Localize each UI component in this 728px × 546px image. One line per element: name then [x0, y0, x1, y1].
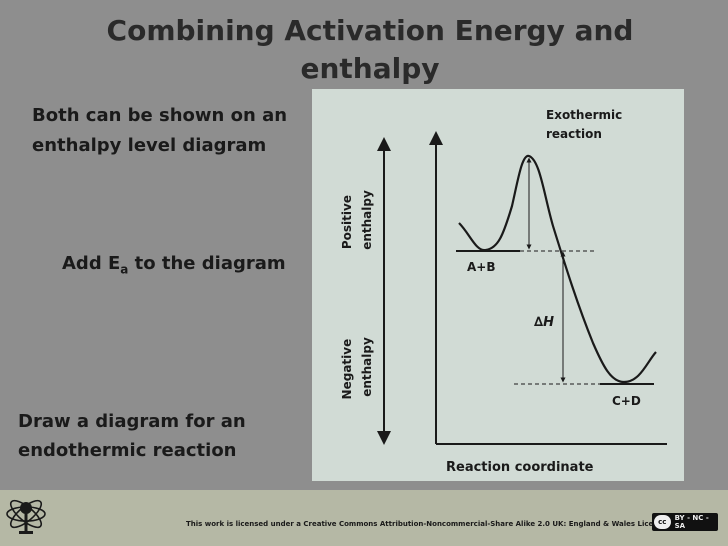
products-label: C+D: [612, 394, 641, 408]
cc-terms: BY - NC - SA: [674, 514, 709, 530]
intro-text: Both can be shown on an enthalpy level d…: [32, 105, 288, 156]
positive-enthalpy-label: Positive enthalpy: [340, 190, 374, 250]
cc-license-badge[interactable]: cc BY - NC - SA: [652, 513, 718, 531]
delta-symbol: ∆: [534, 315, 544, 330]
positive-label-line-1: Positive: [340, 195, 354, 249]
license-text: This work is licensed under a Creative C…: [186, 520, 668, 528]
slide-title: Combining Activation Energy and enthalpy: [106, 14, 634, 85]
positive-label-line-2: enthalpy: [360, 190, 374, 250]
x-axis-label: Reaction coordinate: [446, 460, 594, 475]
footer-bar: [0, 490, 728, 546]
curve-label: Exothermic reaction: [546, 108, 626, 141]
reactants-label: A+B: [467, 260, 496, 274]
curve-label-line-1: Exothermic: [546, 108, 622, 122]
delta-h-label: ∆H: [534, 315, 554, 330]
negative-enthalpy-label: Negative enthalpy: [340, 335, 374, 400]
cc-icon: cc: [654, 515, 671, 529]
task-add-ea-suffix: to the diagram: [128, 253, 286, 274]
curve-label-line-2: reaction: [546, 127, 602, 141]
task-add-ea-prefix: Add E: [62, 253, 121, 274]
delta-variable: H: [543, 315, 554, 330]
task-endothermic: Draw a diagram for an endothermic reacti…: [18, 411, 246, 461]
negative-label-line-2: enthalpy: [360, 337, 374, 397]
reaction-profile-curve: [458, 154, 657, 384]
diagram-panel: [312, 89, 684, 481]
negative-label-line-1: Negative: [340, 339, 354, 400]
task-add-ea-subscript: a: [120, 262, 129, 277]
atom-microphone-logo: [6, 499, 46, 534]
task-add-ea: Add Ea to the diagram: [62, 249, 302, 285]
